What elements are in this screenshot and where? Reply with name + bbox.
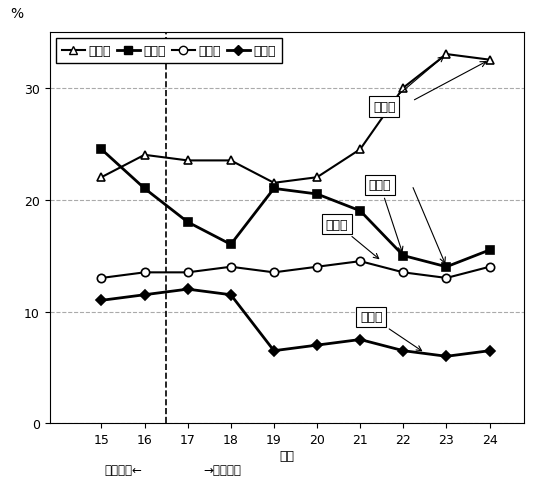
土木費 [98, 147, 104, 153]
民生費 [98, 175, 104, 181]
公債費 [185, 270, 191, 276]
Y-axis label: %: % [10, 7, 23, 21]
公債費 [98, 275, 104, 281]
Text: →新浜松市: →新浜松市 [203, 463, 241, 476]
民生費 [185, 158, 191, 164]
民生費 [357, 147, 364, 153]
公債費 [400, 270, 407, 276]
土木費 [357, 208, 364, 214]
教育費 [486, 348, 493, 354]
Text: 教育費: 教育費 [360, 311, 422, 351]
教育費 [400, 348, 407, 354]
教育費 [314, 343, 320, 348]
民生費 [443, 52, 450, 58]
公債費 [486, 264, 493, 270]
教育費 [228, 292, 234, 298]
教育費 [443, 354, 450, 360]
Text: 公債費: 公債費 [325, 218, 379, 259]
Line: 民生費: 民生費 [97, 51, 494, 187]
教育費 [357, 337, 364, 343]
公債費 [141, 270, 148, 276]
Line: 土木費: 土木費 [97, 146, 494, 271]
民生費 [314, 175, 320, 181]
Text: 民生費: 民生費 [373, 58, 443, 114]
Line: 公債費: 公債費 [97, 258, 494, 283]
民生費 [141, 153, 148, 159]
Line: 教育費: 教育費 [98, 286, 493, 360]
教育費 [271, 348, 277, 354]
公債費 [228, 264, 234, 270]
土木費 [486, 247, 493, 253]
Text: 旧浜松市←: 旧浜松市← [104, 463, 142, 476]
Text: 土木費: 土木費 [369, 179, 403, 252]
公債費 [443, 275, 450, 281]
民生費 [486, 58, 493, 63]
土木費 [314, 192, 320, 198]
X-axis label: 年度: 年度 [279, 449, 294, 462]
民生費 [400, 85, 407, 91]
土木費 [271, 186, 277, 192]
Legend: 民生費, 土木費, 公債費, 教育費: 民生費, 土木費, 公債費, 教育費 [56, 39, 282, 64]
教育費 [98, 298, 104, 304]
土木費 [228, 242, 234, 248]
公債費 [271, 270, 277, 276]
民生費 [271, 181, 277, 186]
公債費 [357, 259, 364, 264]
土木費 [141, 186, 148, 192]
公債費 [314, 264, 320, 270]
土木費 [400, 253, 407, 259]
土木費 [185, 220, 191, 225]
民生費 [228, 158, 234, 164]
教育費 [185, 286, 191, 292]
教育費 [141, 292, 148, 298]
土木費 [443, 264, 450, 270]
